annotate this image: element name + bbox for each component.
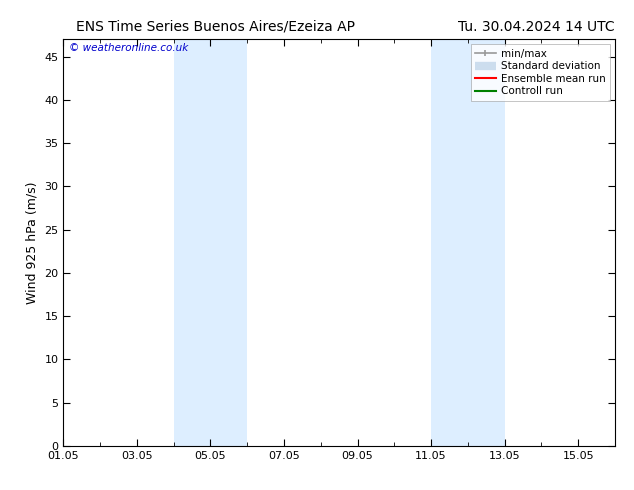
Legend: min/max, Standard deviation, Ensemble mean run, Controll run: min/max, Standard deviation, Ensemble me… [470, 45, 610, 100]
Bar [431, 39, 505, 446]
Bar [174, 39, 247, 446]
Text: Tu. 30.04.2024 14 UTC: Tu. 30.04.2024 14 UTC [458, 20, 615, 34]
Text: © weatheronline.co.uk: © weatheronline.co.uk [69, 43, 188, 53]
Text: ENS Time Series Buenos Aires/Ezeiza AP: ENS Time Series Buenos Aires/Ezeiza AP [76, 20, 355, 34]
Y-axis label: Wind 925 hPa (m/s): Wind 925 hPa (m/s) [26, 181, 39, 304]
